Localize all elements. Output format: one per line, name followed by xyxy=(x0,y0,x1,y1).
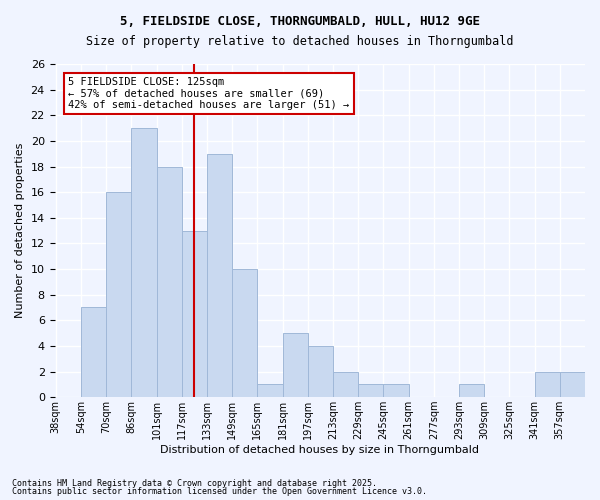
Bar xyxy=(207,154,232,397)
Bar xyxy=(257,384,283,397)
Bar xyxy=(232,269,257,397)
Bar xyxy=(182,230,207,397)
Text: Contains HM Land Registry data © Crown copyright and database right 2025.: Contains HM Land Registry data © Crown c… xyxy=(12,478,377,488)
Y-axis label: Number of detached properties: Number of detached properties xyxy=(15,143,25,318)
Bar xyxy=(358,384,383,397)
Bar xyxy=(459,384,484,397)
Bar xyxy=(383,384,409,397)
Bar xyxy=(131,128,157,397)
Text: Size of property relative to detached houses in Thorngumbald: Size of property relative to detached ho… xyxy=(86,35,514,48)
Text: Contains public sector information licensed under the Open Government Licence v3: Contains public sector information licen… xyxy=(12,487,427,496)
Bar xyxy=(283,333,308,397)
Bar xyxy=(157,166,182,397)
X-axis label: Distribution of detached houses by size in Thorngumbald: Distribution of detached houses by size … xyxy=(160,445,479,455)
Text: 5, FIELDSIDE CLOSE, THORNGUMBALD, HULL, HU12 9GE: 5, FIELDSIDE CLOSE, THORNGUMBALD, HULL, … xyxy=(120,15,480,28)
Text: 5 FIELDSIDE CLOSE: 125sqm
← 57% of detached houses are smaller (69)
42% of semi-: 5 FIELDSIDE CLOSE: 125sqm ← 57% of detac… xyxy=(68,77,350,110)
Bar xyxy=(560,372,585,397)
Bar xyxy=(106,192,131,397)
Bar xyxy=(308,346,333,397)
Bar xyxy=(333,372,358,397)
Bar xyxy=(81,308,106,397)
Bar xyxy=(535,372,560,397)
